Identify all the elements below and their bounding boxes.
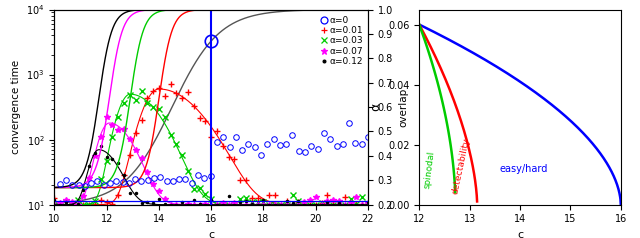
Text: spinodal: spinodal [423, 150, 436, 189]
Text: easy/hard: easy/hard [500, 164, 548, 174]
Legend: α=0, α=0.01, α=0.03, α=0.07, α=0.12: α=0, α=0.01, α=0.03, α=0.07, α=0.12 [317, 12, 367, 70]
Y-axis label: convergence time: convergence time [11, 60, 20, 154]
X-axis label: c: c [517, 230, 523, 238]
Y-axis label: overlap: overlap [399, 88, 409, 127]
Text: detectability: detectability [451, 137, 471, 195]
Y-axis label: α: α [369, 103, 383, 111]
X-axis label: c: c [208, 230, 214, 238]
